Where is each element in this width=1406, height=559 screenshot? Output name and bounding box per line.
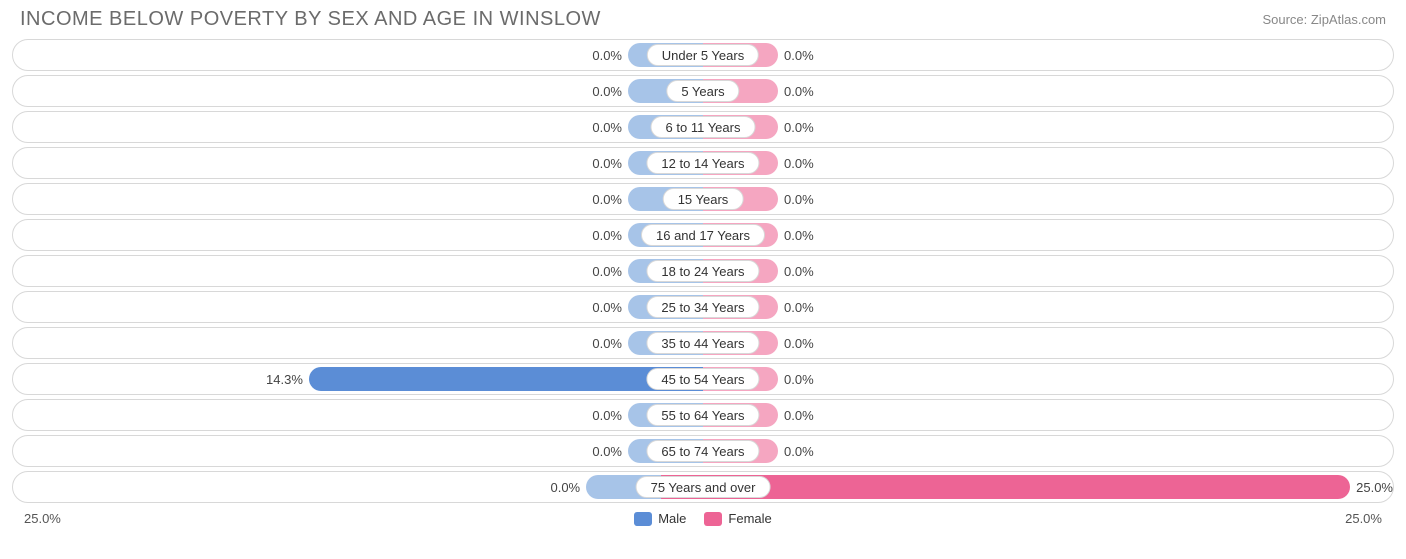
chart-row: 0.0% 0.0% 65 to 74 Years xyxy=(12,435,1394,467)
female-half: 0.0% xyxy=(703,76,1393,106)
male-value: 0.0% xyxy=(592,48,622,63)
chart-header: INCOME BELOW POVERTY BY SEX AND AGE IN W… xyxy=(0,0,1406,35)
female-half: 0.0% xyxy=(703,400,1393,430)
male-value: 14.3% xyxy=(266,372,303,387)
male-value: 0.0% xyxy=(592,120,622,135)
chart-footer: 25.0% Male Female 25.0% xyxy=(0,507,1406,526)
male-value: 0.0% xyxy=(592,264,622,279)
female-value: 0.0% xyxy=(784,156,814,171)
chart-title: INCOME BELOW POVERTY BY SEX AND AGE IN W… xyxy=(20,8,601,31)
chart-row: 0.0% 0.0% Under 5 Years xyxy=(12,39,1394,71)
scale-right: 25.0% xyxy=(1345,511,1382,526)
category-label: 75 Years and over xyxy=(636,476,771,498)
male-half: 0.0% xyxy=(13,220,703,250)
legend-female: Female xyxy=(704,511,771,526)
male-half: 0.0% xyxy=(13,40,703,70)
male-half: 0.0% xyxy=(13,112,703,142)
category-label: 18 to 24 Years xyxy=(646,260,759,282)
chart-row: 0.0% 0.0% 18 to 24 Years xyxy=(12,255,1394,287)
male-value: 0.0% xyxy=(592,156,622,171)
chart-row: 0.0% 25.0% 75 Years and over xyxy=(12,471,1394,503)
male-value: 0.0% xyxy=(592,444,622,459)
male-half: 14.3% xyxy=(13,364,703,394)
chart-rows-container: 0.0%0.0%Under 5 Years0.0%0.0%5 Years0.0%… xyxy=(0,35,1406,503)
female-half: 0.0% xyxy=(703,220,1393,250)
female-value: 0.0% xyxy=(784,192,814,207)
category-label: 5 Years xyxy=(666,80,739,102)
chart-row: 0.0% 0.0% 5 Years xyxy=(12,75,1394,107)
male-value: 0.0% xyxy=(592,192,622,207)
male-value: 0.0% xyxy=(592,84,622,99)
male-value: 0.0% xyxy=(592,408,622,423)
male-half: 0.0% xyxy=(13,76,703,106)
category-label: 16 and 17 Years xyxy=(641,224,765,246)
chart-row: 0.0% 0.0% 55 to 64 Years xyxy=(12,399,1394,431)
swatch-female xyxy=(704,512,722,526)
chart-source: Source: ZipAtlas.com xyxy=(1262,12,1386,27)
female-value: 0.0% xyxy=(784,228,814,243)
female-value: 0.0% xyxy=(784,48,814,63)
female-half: 0.0% xyxy=(703,328,1393,358)
female-value: 0.0% xyxy=(784,264,814,279)
female-value: 0.0% xyxy=(784,372,814,387)
female-half: 0.0% xyxy=(703,112,1393,142)
chart-row: 0.0% 0.0% 25 to 34 Years xyxy=(12,291,1394,323)
male-half: 0.0% xyxy=(13,256,703,286)
swatch-male xyxy=(634,512,652,526)
male-half: 0.0% xyxy=(13,328,703,358)
female-half: 0.0% xyxy=(703,436,1393,466)
scale-left: 25.0% xyxy=(24,511,61,526)
male-half: 0.0% xyxy=(13,148,703,178)
female-half: 0.0% xyxy=(703,40,1393,70)
category-label: 25 to 34 Years xyxy=(646,296,759,318)
category-label: 55 to 64 Years xyxy=(646,404,759,426)
male-half: 0.0% xyxy=(13,292,703,322)
female-value: 25.0% xyxy=(1356,480,1393,495)
chart-row: 0.0% 0.0% 12 to 14 Years xyxy=(12,147,1394,179)
female-half: 0.0% xyxy=(703,292,1393,322)
female-value: 0.0% xyxy=(784,336,814,351)
legend-male: Male xyxy=(634,511,686,526)
category-label: 65 to 74 Years xyxy=(646,440,759,462)
category-label: 15 Years xyxy=(663,188,744,210)
male-value: 0.0% xyxy=(592,300,622,315)
female-half: 0.0% xyxy=(703,184,1393,214)
female-half: 0.0% xyxy=(703,148,1393,178)
female-value: 0.0% xyxy=(784,120,814,135)
female-value: 0.0% xyxy=(784,408,814,423)
chart-row: 0.0% 0.0% 35 to 44 Years xyxy=(12,327,1394,359)
female-half: 0.0% xyxy=(703,256,1393,286)
male-value: 0.0% xyxy=(592,336,622,351)
male-value: 0.0% xyxy=(592,228,622,243)
male-half: 0.0% xyxy=(13,472,661,502)
male-bar xyxy=(309,367,703,391)
chart-row: 0.0% 0.0% 6 to 11 Years xyxy=(12,111,1394,143)
male-half: 0.0% xyxy=(13,400,703,430)
category-label: 6 to 11 Years xyxy=(651,116,756,138)
female-half: 0.0% xyxy=(703,364,1393,394)
legend-male-label: Male xyxy=(658,511,686,526)
chart-row: 0.0% 0.0% 15 Years xyxy=(12,183,1394,215)
category-label: Under 5 Years xyxy=(647,44,759,66)
female-value: 0.0% xyxy=(784,84,814,99)
category-label: 12 to 14 Years xyxy=(646,152,759,174)
female-value: 0.0% xyxy=(784,300,814,315)
male-half: 0.0% xyxy=(13,184,703,214)
male-value: 0.0% xyxy=(550,480,580,495)
chart-row: 0.0% 0.0% 16 and 17 Years xyxy=(12,219,1394,251)
female-half: 25.0% xyxy=(661,472,1393,502)
legend: Male Female xyxy=(634,511,772,526)
category-label: 45 to 54 Years xyxy=(646,368,759,390)
male-half: 0.0% xyxy=(13,436,703,466)
category-label: 35 to 44 Years xyxy=(646,332,759,354)
legend-female-label: Female xyxy=(728,511,771,526)
chart-row: 14.3% 0.0% 45 to 54 Years xyxy=(12,363,1394,395)
female-value: 0.0% xyxy=(784,444,814,459)
